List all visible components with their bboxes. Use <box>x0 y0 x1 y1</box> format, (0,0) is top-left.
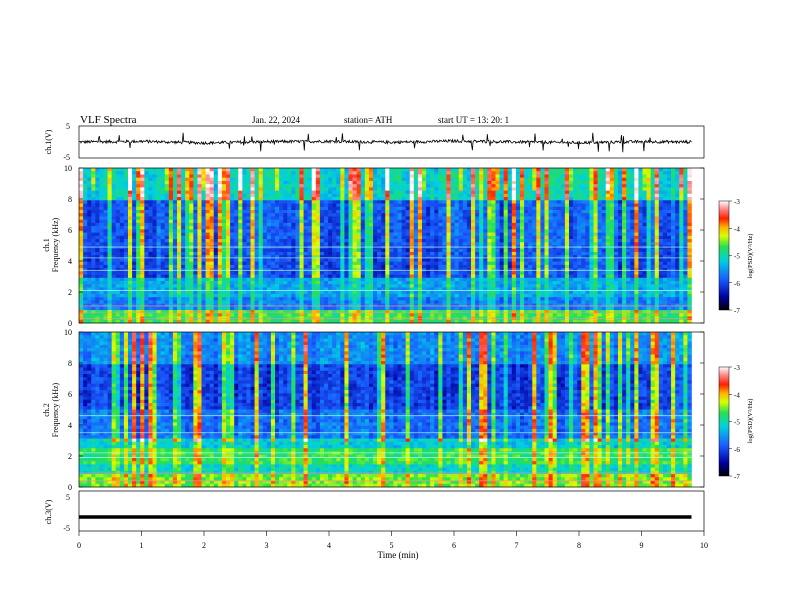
ch1-spectrogram-panel: 0 2 4 6 8 10 Frequency (kHz) ch.1 <box>42 164 705 328</box>
ch1-colorbar-tick: -7 <box>734 307 740 315</box>
ch1-waveform-trace <box>79 132 692 153</box>
ch1-freq-ylabel: Frequency (kHz) <box>51 217 60 272</box>
ch2-colorbar-tick: -3 <box>734 364 740 372</box>
ch1-waveform-panel: 5 -5 ch.1(V) <box>44 122 705 162</box>
ch2-colorbar-tick: -7 <box>734 473 740 481</box>
ch2-freq-tick: 6 <box>68 390 72 399</box>
ch1-colorbar-label: log(PSD)(V²/Hz) <box>747 234 754 279</box>
time-tick: 1 <box>140 541 144 550</box>
time-tick: 7 <box>515 541 519 550</box>
time-tick: 6 <box>452 541 456 550</box>
ch1-ylabel: ch.1(V) <box>44 129 53 154</box>
ch2-colorbar-tick: -4 <box>734 391 740 399</box>
figure-title: VLF Spectra <box>80 114 137 126</box>
ch1-freq-tick: 8 <box>68 195 72 204</box>
time-tick: 4 <box>327 541 331 550</box>
ch2-spectrogram-panel: 0 2 4 6 8 10 Frequency (kHz) ch.2 <box>42 328 705 492</box>
ch2-freq-tick: 0 <box>68 483 72 492</box>
ch2-colorbar: -3 -4 -5 -6 -7 log(PSD)(V²/Hz) <box>718 364 754 481</box>
time-tick: 2 <box>202 541 206 550</box>
ch1-freq-tick: 4 <box>68 257 72 266</box>
ch1-colorbar-tick: -3 <box>734 198 740 206</box>
ch1-freq-tick: 10 <box>64 164 72 173</box>
ch1-ytick-top: 5 <box>66 122 70 131</box>
ch2-colorbar-tick: -6 <box>734 446 740 454</box>
ch2-freq-tick: 10 <box>64 328 72 337</box>
ch2-channel-label: ch.2 <box>42 403 51 417</box>
time-tick: 0 <box>77 541 81 550</box>
ch2-freq-ylabel: Frequency (kHz) <box>51 382 60 437</box>
ch2-spectrogram-frame <box>78 331 705 488</box>
ch3-waveform-panel: 5 -5 ch.3(V) 0 1 2 3 4 5 6 7 8 9 10 Time (min) <box>44 490 708 560</box>
ch2-freq-tick: 2 <box>68 452 72 461</box>
time-tick: 9 <box>640 541 644 550</box>
ch1-colorbar-tick: -4 <box>734 225 740 233</box>
ch3-ylabel: ch.3(V) <box>44 499 53 524</box>
time-xlabel: Time (min) <box>378 550 419 560</box>
ch1-freq-tick: 6 <box>68 226 72 235</box>
ch2-freq-tick: 8 <box>68 359 72 368</box>
time-tick: 8 <box>577 541 581 550</box>
ch1-colorbar-scale <box>718 200 730 311</box>
time-tick: 10 <box>700 541 708 550</box>
time-tick: 5 <box>390 541 394 550</box>
ch1-ytick-bottom: -5 <box>63 153 70 162</box>
ch2-colorbar-label: log(PSD)(V²/Hz) <box>747 399 754 444</box>
ch1-colorbar-tick: -5 <box>734 253 740 261</box>
ch1-colorbar-tick: -6 <box>734 280 740 288</box>
ch1-freq-tick: 0 <box>68 319 72 328</box>
date-label: Jan. 22, 2024 <box>252 115 300 125</box>
ch2-spectrogram-image <box>79 332 704 488</box>
ch1-spectrogram-image <box>79 168 704 324</box>
ch3-ytick-top: 5 <box>66 493 70 502</box>
ch2-colorbar-tick: -5 <box>734 419 740 427</box>
ch1-freq-tick: 2 <box>68 288 72 297</box>
ch1-spectrogram-frame <box>78 167 705 324</box>
station-label: station= ATH <box>344 115 393 125</box>
ch2-colorbar-scale <box>718 366 730 477</box>
ch1-channel-label: ch.1 <box>42 238 51 252</box>
ch3-ytick-bottom: -5 <box>63 524 70 533</box>
ch1-colorbar: -3 -4 -5 -6 -7 log(PSD)(V²/Hz) <box>718 198 754 315</box>
time-tick: 3 <box>265 541 269 550</box>
start-ut-label: start UT = 13: 20: 1 <box>438 115 509 125</box>
ch3-waveform-frame <box>78 490 705 532</box>
ch2-freq-tick: 4 <box>68 421 72 430</box>
